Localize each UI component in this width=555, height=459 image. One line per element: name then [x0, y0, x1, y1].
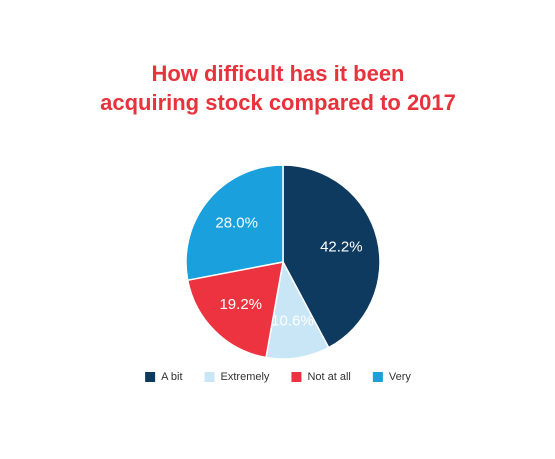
- legend-swatch: [204, 372, 215, 382]
- pie-slice: [282, 164, 381, 349]
- pie-slice: [185, 164, 284, 282]
- chart-title: How difficult has it been: [151, 61, 404, 86]
- legend-swatch: [291, 372, 302, 382]
- legend-swatch: [372, 372, 383, 382]
- legend-label: Very: [389, 371, 412, 383]
- chart-title: acquiring stock compared to 2017: [100, 90, 456, 115]
- value-label: 10.6%: [271, 312, 314, 329]
- pie-slice: [186, 261, 284, 359]
- legend-label: A bit: [161, 371, 182, 383]
- legend-label: Extremely: [221, 371, 270, 383]
- legend-label: Not at all: [307, 371, 350, 383]
- value-label: 19.2%: [219, 296, 262, 313]
- legend-swatch: [145, 372, 156, 382]
- value-label: 28.0%: [215, 215, 258, 232]
- value-label: 42.2%: [320, 238, 363, 255]
